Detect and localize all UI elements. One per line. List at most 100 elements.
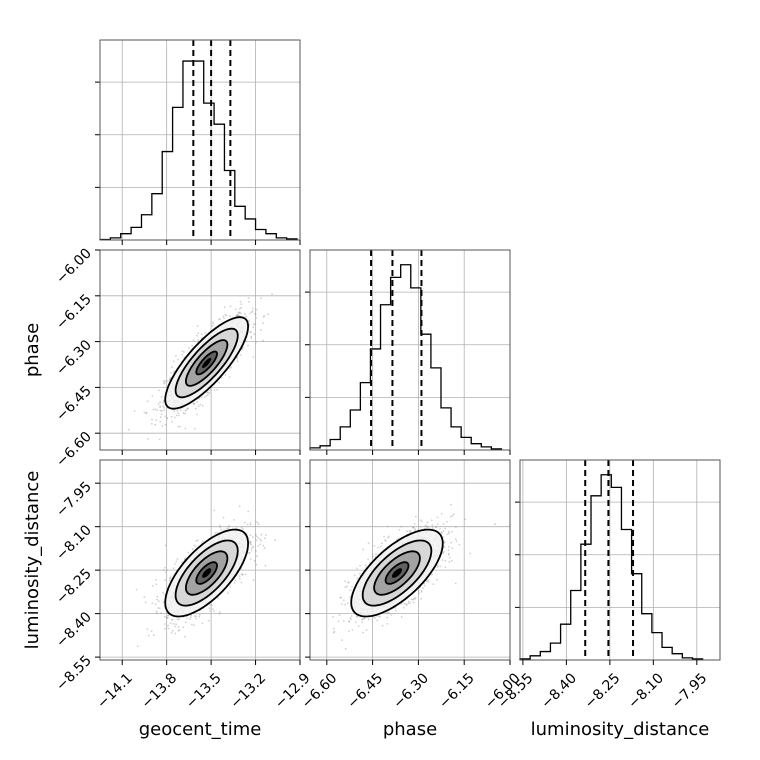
scatter-point <box>196 401 199 403</box>
scatter-point <box>414 529 416 532</box>
axis-labels: geocent_time phase luminosity_distance p… <box>22 323 709 740</box>
scatter-point <box>260 533 263 536</box>
scatter-point <box>408 530 411 533</box>
scatter-point <box>207 391 210 394</box>
scatter-point <box>164 380 166 382</box>
scatter-point <box>250 549 253 552</box>
scatter-point <box>356 615 358 617</box>
scatter-point <box>170 371 173 374</box>
scatter-point <box>174 563 176 565</box>
scatter-point <box>351 629 354 631</box>
scatter-point <box>150 423 153 425</box>
scatter-point <box>163 407 165 409</box>
scatter-point <box>363 617 365 619</box>
scatter-point <box>259 329 262 331</box>
scatter-point <box>159 401 162 404</box>
scatter-point <box>344 580 347 582</box>
scatter-point <box>357 625 360 627</box>
scatter-point <box>194 545 197 548</box>
scatter-point <box>447 530 450 533</box>
scatter-point <box>233 582 236 584</box>
scatter-point <box>235 315 237 317</box>
scatter-point <box>247 297 250 299</box>
scatter-point <box>229 305 232 308</box>
scatter-point <box>219 526 222 529</box>
scatter-point <box>424 525 427 527</box>
scatter-point <box>191 548 194 551</box>
scatter-point <box>183 635 186 638</box>
scatter-point <box>205 395 208 397</box>
scatter-point <box>178 414 181 417</box>
scatter-point <box>426 580 428 583</box>
scatter-point <box>157 403 160 406</box>
scatter-point <box>175 560 178 563</box>
contour-line <box>164 316 250 410</box>
scatter-point <box>362 631 364 634</box>
scatter-point <box>464 518 467 521</box>
scatter-point <box>348 620 351 623</box>
scatter-point <box>347 581 350 584</box>
scatter-point <box>412 598 415 600</box>
scatter-point <box>386 623 389 625</box>
scatter-point <box>161 425 164 427</box>
scatter-point <box>264 564 267 567</box>
x-tick-label: −6.30 <box>390 670 432 712</box>
scatter-point <box>446 533 449 536</box>
scatter-point <box>198 397 201 400</box>
scatter-point <box>167 624 169 627</box>
scatter-point <box>343 599 345 602</box>
scatter-point <box>168 579 171 582</box>
scatter-point <box>375 553 377 556</box>
scatter-point <box>249 331 252 333</box>
scatter-point <box>386 616 389 619</box>
scatter-point <box>182 626 185 629</box>
scatter-point <box>347 581 350 584</box>
scatter-point <box>218 612 221 615</box>
scatter-point <box>448 532 450 535</box>
x-tick-label: −13.8 <box>139 670 181 712</box>
scatter-point <box>419 519 422 521</box>
scatter-point <box>169 577 172 580</box>
scatter-point <box>414 597 416 600</box>
scatter-point <box>263 315 266 317</box>
y-tick-label: −8.25 <box>53 566 95 608</box>
scatter-point <box>190 614 192 617</box>
scatter-point <box>164 615 166 618</box>
scatter-point <box>248 551 251 554</box>
scatter-point <box>256 555 258 558</box>
scatter-point <box>371 553 374 556</box>
scatter-point <box>248 319 251 322</box>
contour-line <box>195 350 218 376</box>
scatter-point <box>340 639 343 641</box>
scatter-point <box>169 622 172 625</box>
scatter-point <box>144 601 147 604</box>
scatter-point <box>409 529 412 532</box>
scatter-point <box>156 598 158 601</box>
scatter-point <box>223 317 226 320</box>
scatter-point <box>444 560 447 562</box>
scatter-point <box>356 616 359 618</box>
contour-line <box>164 528 250 618</box>
scatter-point <box>228 315 231 318</box>
scatter-point <box>361 618 364 621</box>
scatter-point <box>151 418 153 421</box>
scatter-point <box>255 539 258 542</box>
scatter-point <box>166 380 169 382</box>
scatter-point <box>431 524 434 527</box>
scatter-point <box>249 312 251 315</box>
scatter-point <box>373 545 376 547</box>
scatter-point <box>248 300 250 303</box>
scatter-point <box>442 536 445 539</box>
scatter-point <box>196 413 199 416</box>
scatter-point <box>451 515 454 517</box>
scatter-point <box>228 525 230 527</box>
scatter-point <box>197 405 200 408</box>
x-axis-title-phase: phase <box>383 719 437 740</box>
scatter-point <box>166 614 169 617</box>
scatter-point <box>443 541 446 543</box>
scatter-point <box>255 520 257 523</box>
scatter-point <box>271 293 273 296</box>
scatter-point <box>242 528 244 530</box>
scatter-point <box>240 573 243 576</box>
scatter-point <box>166 616 169 619</box>
